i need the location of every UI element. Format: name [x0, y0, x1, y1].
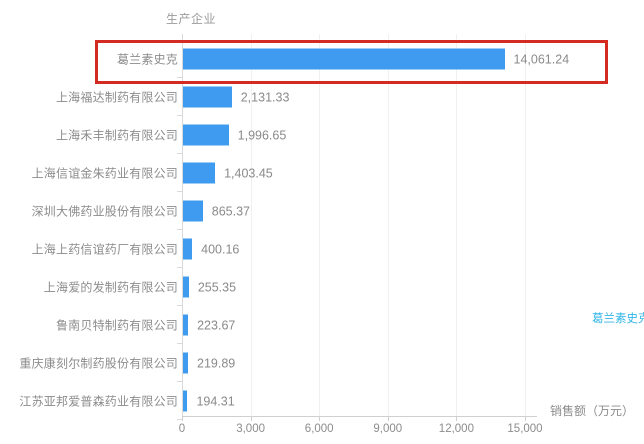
bar-value-label: 223.67: [197, 318, 236, 332]
bar-row[interactable]: 上海信谊金朱药业有限公司 1,403.45: [0, 154, 644, 192]
bar[interactable]: [183, 238, 193, 260]
y-axis-title: 生产企业: [166, 12, 217, 26]
x-axis-title: 销售额（万元）: [550, 404, 635, 418]
bar[interactable]: [183, 86, 232, 108]
x-axis-tick: [456, 416, 458, 421]
gridline: [387, 34, 389, 416]
y-axis-tick: [177, 153, 182, 154]
gridline: [525, 34, 526, 416]
category-label: 葛兰素史克: [116, 52, 178, 67]
y-axis-tick: [177, 191, 182, 192]
y-axis-line: [182, 34, 183, 416]
category-label: 上海上药信谊药厂有限公司: [31, 242, 178, 257]
x-axis-tick: [319, 416, 321, 421]
bar-value-label: 219.89: [197, 356, 236, 370]
gridlines: [182, 34, 526, 416]
category-label: 重庆康刻尔制药股份有限公司: [19, 356, 178, 371]
y-axis-tick: [177, 381, 182, 382]
category-label: 上海爱的发制药有限公司: [43, 280, 178, 295]
bar-container: 865.37: [183, 200, 251, 222]
bar[interactable]: [183, 200, 203, 222]
bar[interactable]: [183, 352, 189, 374]
bar[interactable]: [183, 162, 216, 184]
x-axis-tick: [525, 416, 526, 421]
bar-row[interactable]: 葛兰素史克 14,061.24: [0, 40, 644, 78]
bar-value-label: 194.31: [196, 394, 235, 408]
bar-container: 2,131.33: [183, 86, 290, 108]
category-label: 深圳大佛药业股份有限公司: [31, 204, 178, 219]
bar-container: 1,403.45: [183, 162, 273, 184]
category-label: 鲁南贝特制药有限公司: [55, 318, 178, 333]
category-label: 江苏亚邦爱普森药业有限公司: [19, 394, 178, 409]
bar[interactable]: [183, 124, 229, 146]
bar[interactable]: [183, 390, 188, 412]
bar[interactable]: [183, 48, 505, 70]
bar-value-label: 1,996.65: [237, 128, 287, 142]
category-label: 上海福达制药有限公司: [55, 90, 178, 105]
bar-value-label: 400.16: [201, 242, 240, 256]
bar-row[interactable]: 鲁南贝特制药有限公司 223.67: [0, 306, 644, 344]
gridline: [319, 34, 321, 416]
gridline: [250, 34, 252, 416]
gridline: [456, 34, 458, 416]
x-axis-tick-label: 3,000: [236, 423, 265, 435]
bar-row[interactable]: 江苏亚邦爱普森药业有限公司 194.31: [0, 382, 644, 420]
x-axis-line: [182, 416, 537, 417]
bar-container: 255.35: [183, 276, 237, 298]
bar-value-label: 255.35: [197, 280, 237, 294]
bar-container: 400.16: [183, 238, 240, 260]
bar-value-label: 1,403.45: [224, 166, 273, 180]
x-axis-tick-label: 9,000: [373, 423, 403, 435]
bar-container: 1,996.65: [183, 124, 287, 146]
bar-row[interactable]: 重庆康刻尔制药股份有限公司 219.89: [0, 344, 644, 382]
y-axis-tick: [177, 343, 182, 344]
category-label: 上海禾丰制药有限公司: [55, 128, 178, 143]
bar-value-label: 865.37: [211, 204, 251, 218]
y-axis-tick: [177, 419, 182, 420]
x-axis-tick-label: 15,000: [507, 423, 543, 435]
x-axis-tick-label: 0: [178, 423, 186, 435]
x-axis-tick-label: 12,000: [438, 423, 474, 435]
x-axis-tick: [387, 416, 389, 421]
bar-row[interactable]: 上海禾丰制药有限公司 1,996.65: [0, 116, 644, 154]
bar-row[interactable]: 上海福达制药有限公司 2,131.33: [0, 78, 644, 116]
hover-tooltip-label: 葛兰素史克: [592, 313, 644, 325]
bar-container: 223.67: [183, 314, 236, 336]
y-axis-tick: [177, 305, 182, 306]
x-axis-tick: [182, 416, 183, 421]
bar-value-label: 14,061.24: [513, 52, 570, 66]
bar-container: 219.89: [183, 352, 236, 374]
bar-row[interactable]: 上海爱的发制药有限公司 255.35: [0, 268, 644, 306]
x-axis-tick-label: 6,000: [304, 423, 334, 435]
bar[interactable]: [183, 314, 189, 336]
bar-container: 194.31: [183, 390, 235, 412]
y-axis-tick: [177, 267, 182, 268]
y-axis-tick: [177, 115, 182, 116]
bar-container: 14,061.24: [183, 48, 570, 70]
bar-row[interactable]: 深圳大佛药业股份有限公司 865.37: [0, 192, 644, 230]
y-axis-tick: [177, 229, 182, 230]
bar[interactable]: [183, 276, 189, 298]
bar-row[interactable]: 上海上药信谊药厂有限公司 400.16: [0, 230, 644, 268]
bar-value-label: 2,131.33: [240, 90, 290, 104]
y-axis-tick: [177, 77, 182, 78]
x-axis-tick: [250, 416, 252, 421]
category-label: 上海信谊金朱药业有限公司: [31, 166, 178, 181]
